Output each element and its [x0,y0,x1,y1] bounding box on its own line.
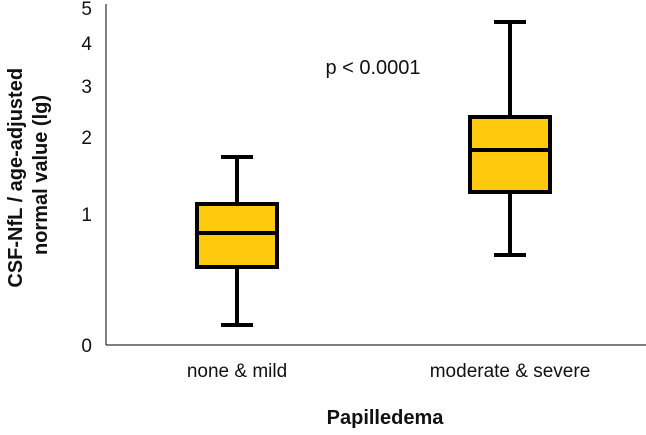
x-axis-category-labels: none & mild moderate & severe [187,361,590,382]
x-category-label: moderate & severe [430,361,591,382]
y-axis-ticks: 0 1 2 3 4 5 [81,0,92,357]
y-tick-label: 5 [81,0,92,20]
y-axis-title: CSF-NfL / age-adjusted normal value (lg) [5,62,52,287]
y-tick-label: 0 [81,336,92,357]
y-tick-label: 1 [81,205,92,226]
x-category-label: none & mild [187,361,287,382]
y-tick-label: 3 [81,77,92,98]
box-2 [468,20,552,257]
iqr-box [195,202,279,269]
iqr-box [468,115,552,194]
y-tick-label: 4 [81,34,92,55]
box-series [195,20,552,327]
y-axis-title-line-1: CSF-NfL / age-adjusted [5,68,27,288]
y-tick-label: 2 [81,128,92,149]
x-axis-title: Papilledema [327,407,445,429]
p-value-annotation: p < 0.0001 [325,57,420,79]
axes [105,4,646,346]
box-1 [195,155,279,327]
y-axis-title-line-2: normal value (lg) [30,95,52,255]
